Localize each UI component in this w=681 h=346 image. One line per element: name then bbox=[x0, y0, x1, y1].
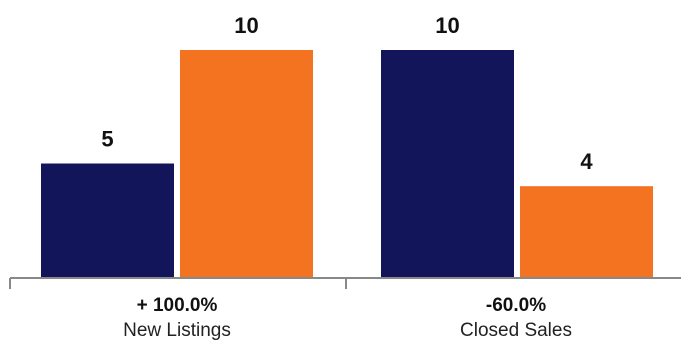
bar-new-listings-series-1 bbox=[41, 163, 174, 277]
value-labels-group: 5 10 10 4 bbox=[101, 13, 593, 174]
bars-group bbox=[41, 50, 653, 277]
bar-closed-sales-series-1 bbox=[381, 50, 514, 277]
category-label-new-listings: New Listings bbox=[123, 320, 231, 341]
change-label-closed-sales: -60.0% bbox=[486, 295, 546, 316]
value-label-closed-sales-series-2: 4 bbox=[580, 149, 593, 174]
bar-new-listings-series-2 bbox=[180, 50, 313, 277]
bar-closed-sales-series-2 bbox=[520, 186, 653, 277]
value-label-closed-sales-series-1: 10 bbox=[435, 13, 459, 38]
value-label-new-listings-series-2: 10 bbox=[234, 13, 258, 38]
value-label-new-listings-series-1: 5 bbox=[101, 127, 113, 152]
category-labels-group: + 100.0% New Listings -60.0% Closed Sale… bbox=[123, 295, 572, 341]
category-label-closed-sales: Closed Sales bbox=[460, 320, 572, 341]
change-label-new-listings: + 100.0% bbox=[137, 295, 218, 316]
